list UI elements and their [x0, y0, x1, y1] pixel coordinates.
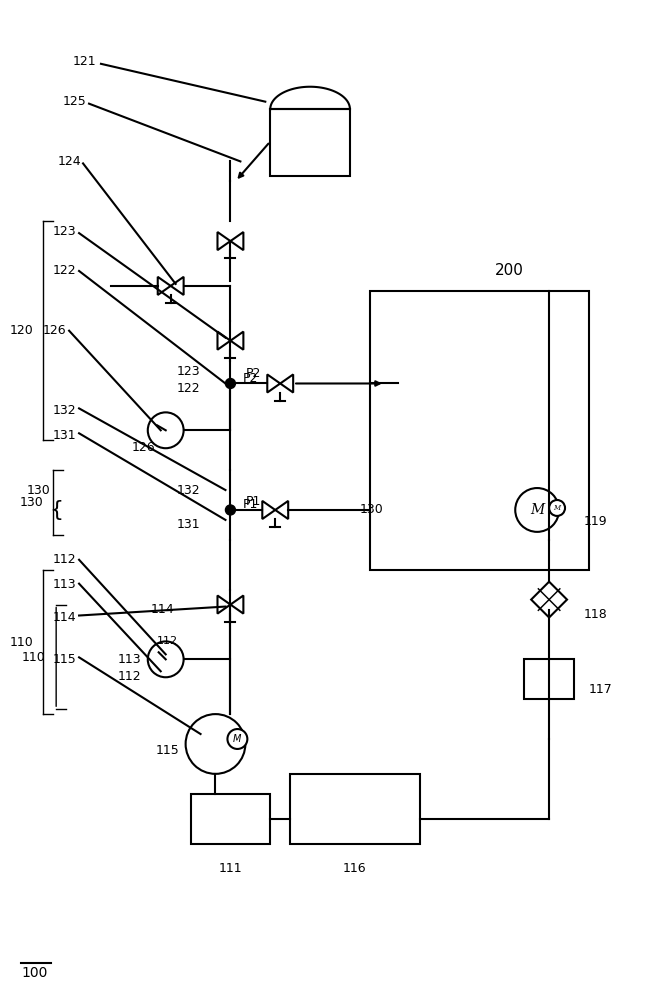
- Text: P2: P2: [242, 372, 258, 385]
- Text: M: M: [530, 503, 544, 517]
- Text: 118: 118: [584, 608, 608, 621]
- Text: 112: 112: [53, 553, 76, 566]
- Text: P1: P1: [245, 495, 261, 508]
- Circle shape: [549, 500, 565, 516]
- Text: 123: 123: [53, 225, 76, 238]
- Text: 114: 114: [53, 611, 76, 624]
- Circle shape: [226, 505, 235, 515]
- Text: 110: 110: [21, 651, 45, 664]
- Text: 111: 111: [218, 862, 242, 875]
- Text: 100: 100: [21, 966, 47, 980]
- Text: 112: 112: [117, 670, 141, 683]
- Bar: [524, 659, 574, 699]
- Text: 115: 115: [52, 653, 76, 666]
- Text: 122: 122: [53, 264, 76, 277]
- Text: 130: 130: [19, 496, 43, 509]
- Bar: [370, 291, 589, 570]
- Text: 126: 126: [132, 441, 156, 454]
- Text: 110: 110: [9, 636, 33, 649]
- Text: 122: 122: [177, 382, 200, 395]
- Text: 115: 115: [156, 744, 180, 757]
- Text: 119: 119: [584, 515, 608, 528]
- Bar: [271, 109, 350, 176]
- Circle shape: [227, 729, 247, 749]
- Circle shape: [226, 379, 235, 388]
- Text: 116: 116: [343, 862, 367, 875]
- Bar: [290, 774, 420, 844]
- Text: 131: 131: [53, 429, 76, 442]
- Text: 113: 113: [117, 653, 141, 666]
- Text: P1: P1: [242, 498, 258, 511]
- Text: 131: 131: [177, 518, 200, 531]
- Text: 126: 126: [43, 324, 66, 337]
- Text: 112: 112: [157, 636, 178, 646]
- Text: 114: 114: [151, 603, 174, 616]
- Text: 117: 117: [589, 683, 613, 696]
- Bar: [190, 794, 271, 844]
- Text: 123: 123: [177, 365, 200, 378]
- Text: 124: 124: [57, 155, 81, 168]
- Text: 120: 120: [9, 324, 33, 337]
- Text: 130: 130: [26, 484, 50, 497]
- Text: M: M: [233, 734, 242, 744]
- Text: P2: P2: [245, 367, 261, 380]
- Text: 200: 200: [495, 263, 524, 278]
- Text: 125: 125: [62, 95, 86, 108]
- Text: 132: 132: [53, 404, 76, 417]
- Text: 121: 121: [72, 55, 96, 68]
- Text: M: M: [554, 504, 560, 512]
- Text: 130: 130: [360, 503, 383, 516]
- Text: 132: 132: [177, 484, 200, 497]
- Text: 113: 113: [53, 578, 76, 591]
- Text: {: {: [49, 500, 63, 520]
